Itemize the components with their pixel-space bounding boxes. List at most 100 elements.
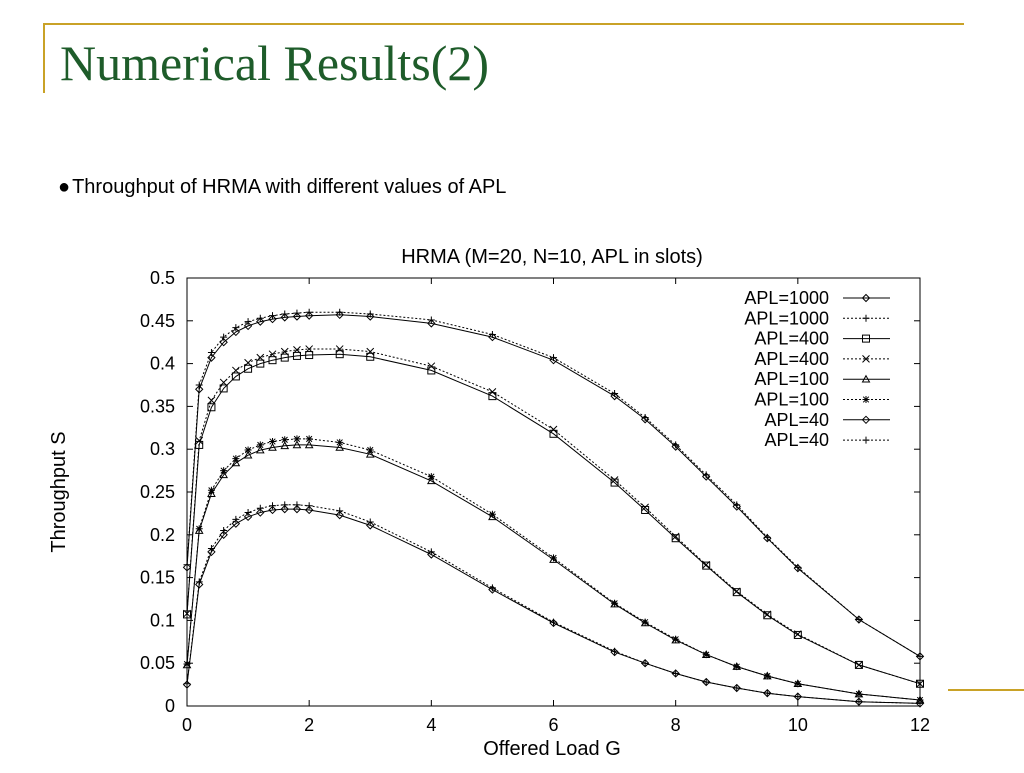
data-point (854, 660, 863, 669)
legend-label: APL=1000 (744, 308, 829, 328)
data-point (672, 635, 680, 643)
data-point (232, 366, 240, 375)
data-point (855, 616, 863, 624)
data-point (671, 532, 680, 541)
data-point (183, 660, 191, 668)
data-point (488, 584, 496, 592)
data-point (641, 659, 649, 667)
data-point (702, 651, 710, 659)
data-point (293, 501, 301, 509)
data-point (427, 548, 435, 556)
data-point (268, 314, 277, 324)
data-point (232, 515, 240, 523)
data-point (702, 560, 711, 569)
y-tick-label: 0.45 (140, 311, 175, 331)
data-point (256, 314, 264, 322)
data-point (702, 472, 711, 481)
legend-label: APL=100 (754, 369, 829, 389)
data-point (232, 324, 240, 332)
data-point (794, 693, 802, 701)
y-tick-label: 0.15 (140, 568, 175, 588)
data-point (243, 450, 253, 459)
data-point (231, 372, 240, 381)
data-point (640, 618, 650, 627)
legend-label: APL=40 (764, 410, 829, 430)
data-point (195, 525, 203, 533)
data-point (793, 630, 802, 638)
data-point (281, 310, 289, 318)
data-point (195, 385, 204, 394)
data-point (219, 384, 228, 393)
data-point (292, 312, 302, 321)
x-tick-label: 12 (910, 715, 930, 735)
series-line (186, 438, 921, 701)
data-point (207, 353, 216, 362)
legend-marker (862, 355, 870, 363)
data-point (195, 381, 203, 389)
data-point (611, 647, 619, 655)
data-point (293, 309, 301, 317)
x-tick-label: 2 (304, 715, 314, 735)
data-point (183, 609, 191, 618)
y-tick-label: 0.3 (150, 439, 175, 459)
data-point (244, 358, 252, 367)
data-point (763, 610, 772, 619)
data-point (611, 390, 619, 398)
data-point (427, 362, 436, 371)
data-point (293, 346, 301, 354)
data-point (335, 510, 344, 520)
data-point (269, 502, 277, 510)
data-point (280, 347, 289, 356)
series-lines (182, 308, 925, 708)
series-7 (183, 501, 924, 707)
data-point (427, 319, 436, 328)
y-axis-label: Throughput S (48, 431, 70, 552)
data-point (549, 355, 558, 365)
data-point (256, 508, 265, 517)
data-point (268, 350, 277, 359)
data-point (305, 435, 313, 443)
data-point (335, 310, 344, 320)
y-tick-label: 0.25 (140, 482, 175, 502)
series-line (186, 508, 921, 704)
slide-title: Numerical Results(2) (60, 35, 490, 91)
data-point (366, 521, 375, 530)
data-point (268, 442, 277, 451)
legend-marker (861, 415, 871, 425)
data-point (219, 378, 228, 387)
data-point (207, 396, 216, 405)
data-point (732, 587, 741, 596)
series-3 (183, 345, 924, 688)
legend-marker (861, 293, 871, 303)
data-point (256, 359, 265, 368)
data-point (231, 458, 241, 467)
data-point (611, 599, 619, 607)
y-tick-label: 0 (165, 696, 175, 716)
y-tick-label: 0.05 (140, 653, 175, 673)
x-tick-label: 8 (671, 715, 681, 735)
data-point (794, 680, 802, 688)
data-point (427, 316, 435, 324)
data-point (256, 504, 264, 512)
data-point (366, 352, 375, 361)
data-point (292, 351, 301, 360)
data-point (335, 345, 344, 353)
data-point (610, 476, 619, 484)
data-point (427, 550, 436, 559)
data-point (243, 321, 253, 331)
bullet-dot-icon: ● (58, 176, 71, 198)
bullet-text: Throughput of HRMA with different values… (72, 176, 507, 198)
data-point (182, 660, 192, 669)
data-point (292, 504, 302, 514)
legend-marker (862, 314, 870, 322)
data-point (732, 502, 741, 511)
data-point (305, 502, 313, 510)
legend: APL=1000APL=1000APL=400APL=400APL=100APL… (744, 288, 890, 450)
data-point (365, 449, 375, 458)
data-point (793, 630, 802, 639)
data-point (671, 635, 681, 644)
data-point (195, 580, 204, 589)
y-tick-label: 0.2 (150, 525, 175, 545)
data-point (641, 503, 649, 512)
